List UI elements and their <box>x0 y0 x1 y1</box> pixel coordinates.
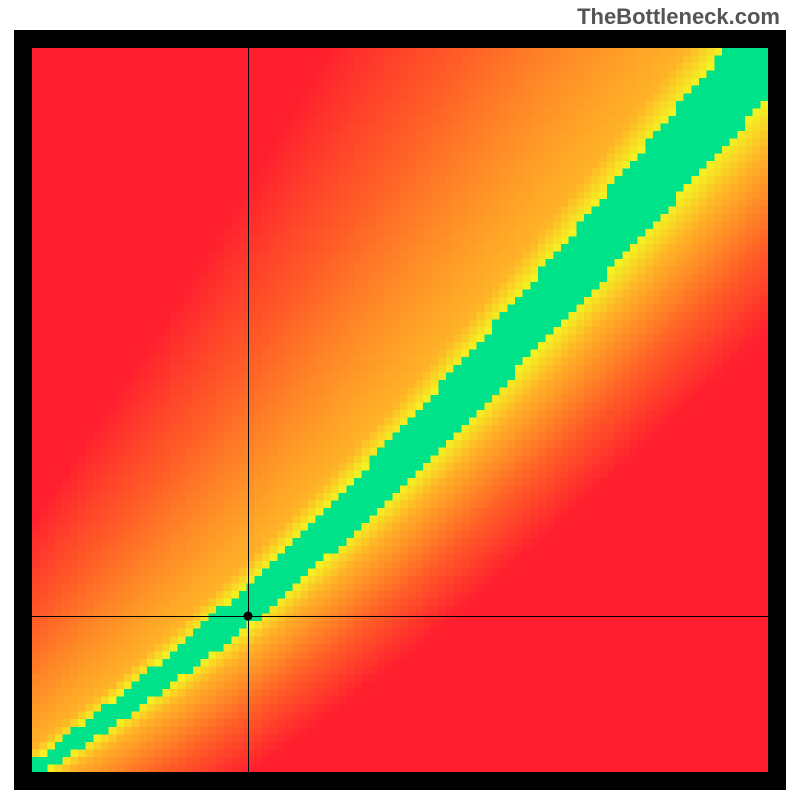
marker-point <box>244 611 253 620</box>
crosshair-horizontal <box>32 616 768 617</box>
heatmap-plot-area <box>32 48 768 772</box>
chart-container: TheBottleneck.com <box>0 0 800 800</box>
watermark-text: TheBottleneck.com <box>577 4 780 30</box>
heatmap-canvas <box>32 48 768 772</box>
crosshair-vertical <box>248 48 249 772</box>
